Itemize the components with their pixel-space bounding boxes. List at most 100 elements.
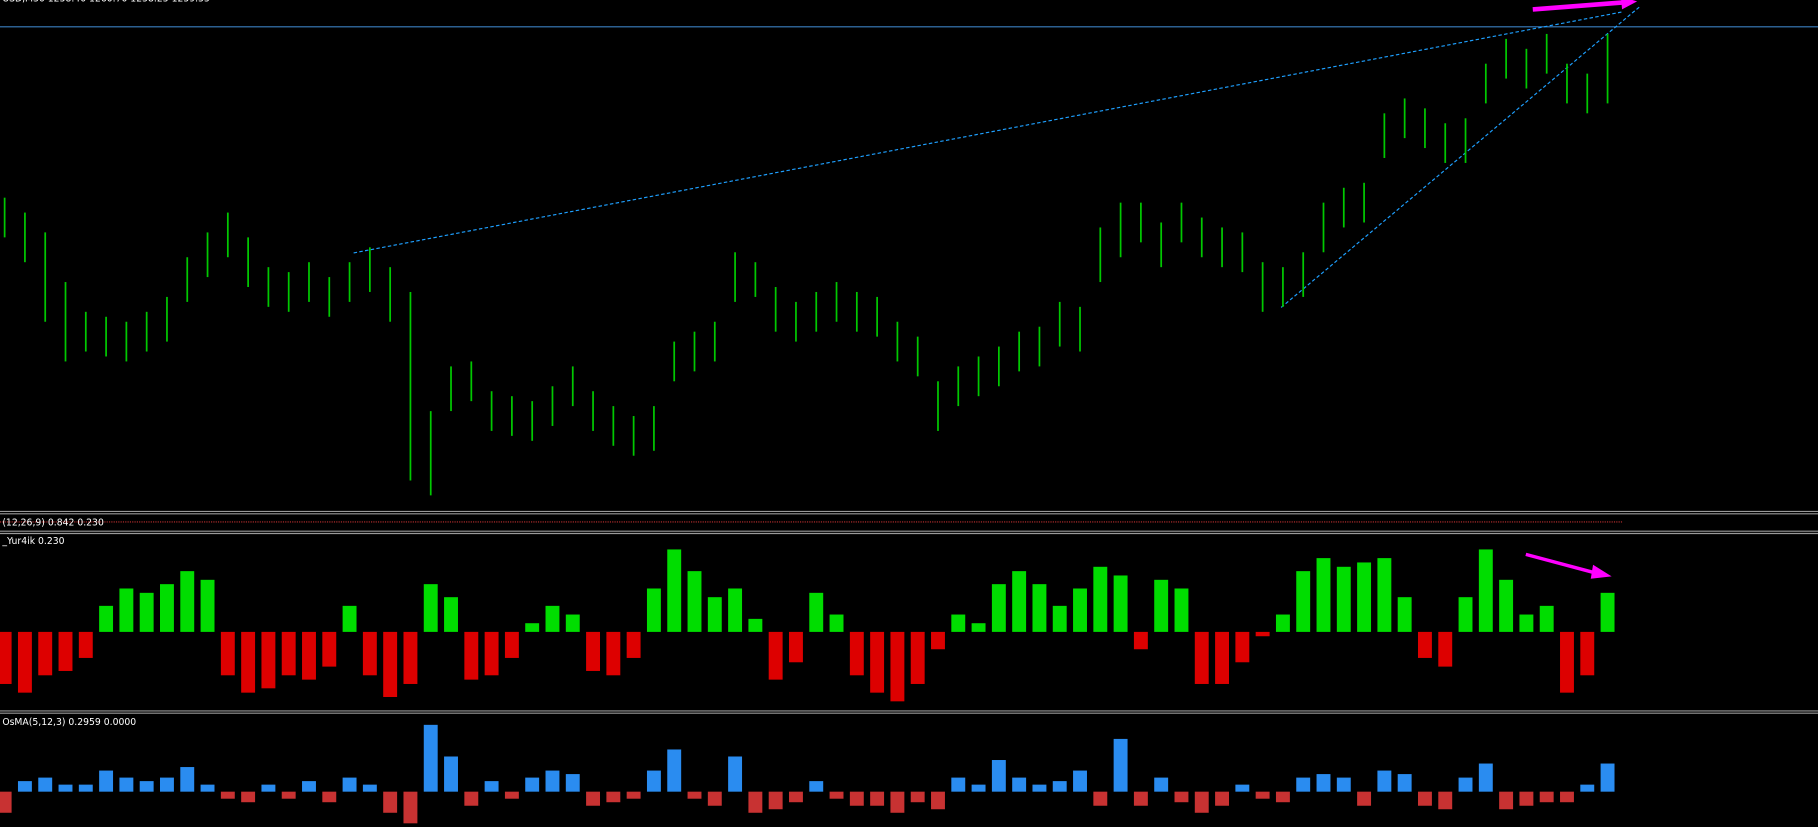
histogram-bar bbox=[302, 631, 316, 680]
histogram-bar bbox=[362, 631, 377, 676]
histogram-bar bbox=[1377, 558, 1392, 632]
histogram-bar bbox=[951, 614, 966, 632]
histogram-bar bbox=[1093, 566, 1108, 632]
histogram-bar bbox=[17, 781, 32, 792]
histogram-bar bbox=[403, 791, 418, 824]
histogram-bar bbox=[870, 631, 885, 693]
histogram-bar bbox=[1052, 781, 1067, 792]
histogram-bar bbox=[646, 770, 661, 792]
histogram-bar bbox=[1336, 566, 1351, 632]
histogram-bar bbox=[362, 784, 377, 792]
histogram-bar bbox=[890, 791, 905, 813]
histogram-bar bbox=[180, 767, 195, 792]
histogram-bar bbox=[180, 571, 195, 632]
histogram-bar bbox=[1478, 763, 1493, 792]
histogram-bar bbox=[1275, 614, 1290, 632]
histogram-bar bbox=[38, 631, 53, 676]
histogram-bar bbox=[504, 631, 519, 658]
histogram-bar bbox=[849, 791, 864, 806]
histogram-bar bbox=[383, 791, 398, 813]
histogram-bar bbox=[1032, 584, 1047, 632]
histogram-bar bbox=[687, 791, 702, 799]
histogram-bar bbox=[1133, 791, 1148, 806]
histogram-bar bbox=[1438, 791, 1453, 810]
histogram-bar bbox=[1478, 549, 1493, 632]
histogram-bar bbox=[1215, 791, 1230, 806]
histogram-bar bbox=[1519, 614, 1534, 632]
histogram-bar bbox=[1133, 631, 1148, 650]
histogram-bar bbox=[565, 774, 580, 792]
histogram-bar bbox=[687, 571, 702, 632]
histogram-bar bbox=[17, 631, 32, 693]
histogram-bar bbox=[931, 791, 945, 810]
arrow bbox=[1532, 0, 1624, 12]
histogram-bar bbox=[403, 631, 418, 684]
histogram-bar bbox=[829, 791, 844, 799]
histogram-bar bbox=[139, 592, 154, 632]
histogram-bar bbox=[545, 770, 560, 792]
histogram-bar bbox=[504, 791, 519, 799]
histogram-bar bbox=[1580, 631, 1595, 676]
histogram-bar bbox=[525, 777, 540, 792]
arrow bbox=[1525, 552, 1596, 575]
indicator-label: (12,26,9) 0.842 0.230 bbox=[2, 518, 104, 529]
histogram-bar bbox=[667, 749, 682, 792]
histogram-bar bbox=[342, 777, 357, 792]
histogram-bar bbox=[768, 791, 783, 810]
histogram-bar bbox=[809, 592, 824, 632]
histogram-bar bbox=[525, 623, 540, 632]
histogram-bar bbox=[768, 631, 783, 680]
histogram-bar bbox=[241, 791, 256, 803]
histogram-bar bbox=[606, 791, 621, 803]
histogram-bar bbox=[1600, 763, 1615, 792]
histogram-bar bbox=[1560, 791, 1574, 803]
histogram-bar bbox=[788, 791, 803, 803]
histogram-bar bbox=[1093, 791, 1108, 806]
histogram-bar bbox=[1316, 774, 1331, 792]
histogram-bar bbox=[667, 549, 682, 632]
histogram-bar bbox=[1580, 784, 1595, 792]
histogram-bar bbox=[200, 784, 215, 792]
histogram-bar bbox=[1377, 770, 1392, 792]
histogram-bar bbox=[1539, 791, 1554, 803]
indicator-label: OsMA(5,12,3) 0.2959 0.0000 bbox=[2, 717, 136, 728]
histogram-bar bbox=[119, 777, 134, 792]
histogram-bar bbox=[1316, 558, 1331, 632]
histogram-bar bbox=[1519, 791, 1534, 806]
histogram-bar bbox=[910, 791, 925, 803]
histogram-bar bbox=[322, 791, 337, 803]
histogram-bar bbox=[484, 781, 499, 792]
histogram-bar bbox=[748, 618, 763, 632]
histogram-bar bbox=[1194, 791, 1209, 813]
histogram-bar bbox=[1154, 777, 1169, 792]
histogram-bar bbox=[1235, 784, 1250, 792]
histogram-bar bbox=[1397, 774, 1412, 792]
histogram-bar bbox=[1255, 791, 1270, 799]
histogram-bar bbox=[951, 777, 966, 792]
histogram-bar bbox=[931, 631, 945, 650]
histogram-bar bbox=[707, 597, 722, 632]
histogram-bar bbox=[626, 631, 641, 658]
histogram-bar bbox=[1357, 562, 1372, 632]
histogram-bar bbox=[991, 584, 1006, 632]
histogram-bar bbox=[160, 777, 174, 792]
histogram-bar bbox=[342, 605, 357, 632]
histogram-bar bbox=[38, 777, 53, 792]
histogram-bar bbox=[0, 791, 12, 813]
histogram-bar bbox=[971, 623, 986, 632]
histogram-bar bbox=[829, 614, 844, 632]
histogram-bar bbox=[1052, 605, 1067, 632]
histogram-bar bbox=[220, 791, 235, 799]
histogram-bar bbox=[484, 631, 499, 676]
histogram-bar bbox=[261, 784, 276, 792]
histogram-bar bbox=[58, 784, 73, 792]
histogram-bar bbox=[586, 791, 601, 806]
histogram-bar bbox=[545, 605, 560, 632]
histogram-bar bbox=[748, 791, 763, 813]
indicator-label: _Yur4ik 0.230 bbox=[1, 536, 64, 547]
histogram-bar bbox=[1012, 777, 1027, 792]
histogram-bar bbox=[1073, 588, 1087, 632]
histogram-bar bbox=[728, 756, 743, 792]
histogram-bar bbox=[971, 784, 986, 792]
